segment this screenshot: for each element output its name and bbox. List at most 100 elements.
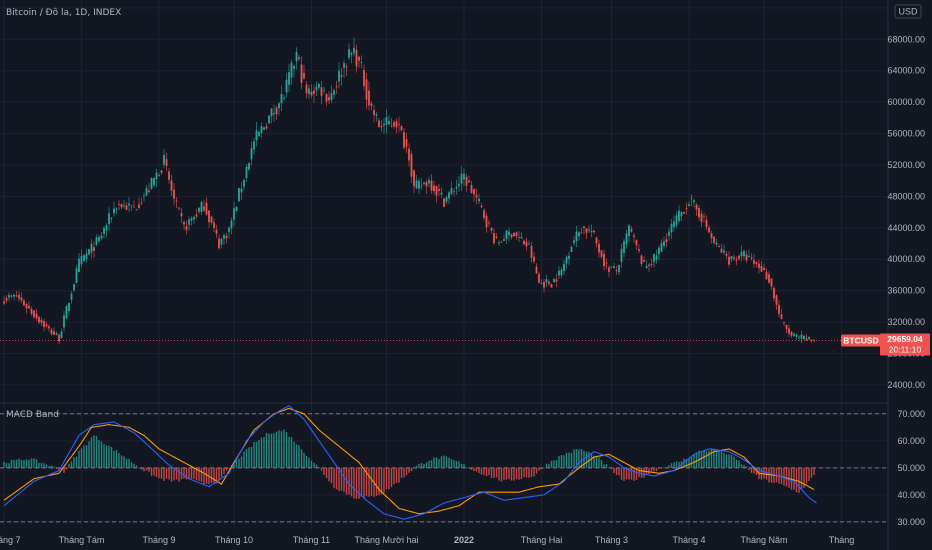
candle-body: [85, 253, 88, 259]
candle-body: [503, 239, 505, 241]
histogram-bar: [168, 467, 170, 480]
histogram-bar: [328, 467, 330, 482]
candle-body: [573, 240, 575, 243]
histogram-bar: [490, 467, 493, 479]
histogram-bar: [600, 459, 603, 468]
histogram-bar: [630, 467, 633, 480]
histogram-bar: [788, 467, 790, 488]
candle-body: [210, 216, 213, 223]
candle-body: [620, 248, 623, 262]
candle-body: [703, 216, 705, 218]
candle-body: [793, 333, 795, 336]
candle-body: [168, 171, 170, 180]
candle-body: [60, 331, 63, 338]
histogram-bar: [648, 467, 650, 475]
candle-body: [648, 264, 650, 267]
histogram-bar: [743, 464, 745, 468]
candle-body: [298, 57, 300, 59]
candle-body: [308, 88, 310, 95]
histogram-bar: [313, 462, 315, 468]
histogram-bar: [245, 449, 248, 468]
histogram-bar: [578, 449, 580, 468]
time-tick-label: Tháng 4: [672, 535, 705, 545]
histogram-bar: [513, 467, 515, 481]
candle-body: [20, 297, 23, 301]
histogram-bar: [410, 467, 413, 472]
price-badge-box: [880, 333, 930, 356]
candle-body: [355, 49, 358, 67]
candle-body: [518, 236, 520, 238]
candle-body: [275, 107, 278, 115]
candle-body: [715, 242, 718, 245]
time-tick-label: Tháng 7: [0, 535, 21, 545]
candle-body: [545, 279, 548, 283]
candle-body: [158, 175, 160, 177]
candle-body: [600, 250, 603, 257]
last-price-label: 29659.04: [887, 334, 923, 344]
candle-body: [788, 328, 790, 334]
candle-body: [613, 266, 615, 269]
candle-body: [580, 232, 583, 234]
histogram-bar: [185, 467, 188, 480]
candlestick-series[interactable]: [3, 37, 815, 345]
candle-body: [385, 117, 388, 125]
candle-body: [170, 180, 173, 191]
candle-body: [95, 237, 98, 245]
candle-body: [790, 331, 793, 336]
histogram-bar: [793, 467, 795, 490]
candle-body: [368, 90, 370, 106]
candle-body: [363, 70, 365, 87]
histogram-bar: [143, 467, 145, 472]
histogram-bar: [265, 432, 268, 468]
histogram-bar: [425, 462, 428, 468]
histogram-bar: [528, 467, 530, 478]
candle-body: [313, 90, 315, 94]
candle-body: [238, 188, 240, 202]
candle-body: [325, 93, 328, 102]
histogram-bar: [735, 459, 738, 468]
histogram-bar: [533, 467, 535, 477]
candle-body: [528, 243, 530, 245]
indicator-lines[interactable]: [3, 405, 817, 520]
time-axis[interactable]: Tháng 7 Tháng Tám Tháng 9 Tháng 10 Tháng 11 T…: [0, 535, 854, 545]
candle-body: [125, 205, 128, 210]
candle-body: [398, 123, 400, 125]
candle-body: [123, 205, 125, 207]
histogram-bar: [673, 462, 675, 468]
histogram-bar: [255, 441, 258, 468]
candle-body: [675, 215, 678, 226]
candle-body: [338, 70, 340, 82]
candle-body: [785, 325, 788, 329]
candle-body: [135, 209, 138, 211]
histogram-bar: [463, 464, 465, 468]
histogram-bar: [35, 459, 38, 468]
histogram-bar: [800, 467, 803, 489]
candle-body: [735, 259, 738, 261]
histogram-bar: [78, 450, 80, 468]
candle-body: [25, 304, 28, 309]
candle-body: [410, 154, 413, 177]
symbol-badge-label: BTCUSD: [843, 335, 878, 345]
histogram-bar: [718, 451, 720, 468]
histogram-bar: [503, 467, 505, 480]
symbol-title: Bitcoin / Đô la, 1D, INDEX: [6, 7, 121, 18]
candle-body: [300, 64, 303, 83]
histogram-bar: [745, 466, 748, 468]
histogram-bar: [580, 449, 583, 468]
histogram-bar: [30, 458, 33, 468]
indicator-axis[interactable]: 30.000 40.000 50.000 60.000 70.000: [897, 409, 925, 527]
candle-body: [35, 313, 38, 319]
histogram-bar: [15, 459, 18, 468]
candle-body: [98, 236, 100, 242]
candle-body: [500, 241, 503, 243]
candle-body: [350, 53, 353, 55]
histogram-bar: [153, 467, 155, 476]
candle-body: [115, 208, 118, 210]
candle-body: [458, 183, 460, 187]
candle-body: [360, 62, 363, 64]
histogram-bar: [283, 429, 285, 468]
candle-body: [240, 188, 243, 193]
currency-button[interactable]: USD: [894, 4, 922, 19]
candle-body: [108, 213, 110, 224]
